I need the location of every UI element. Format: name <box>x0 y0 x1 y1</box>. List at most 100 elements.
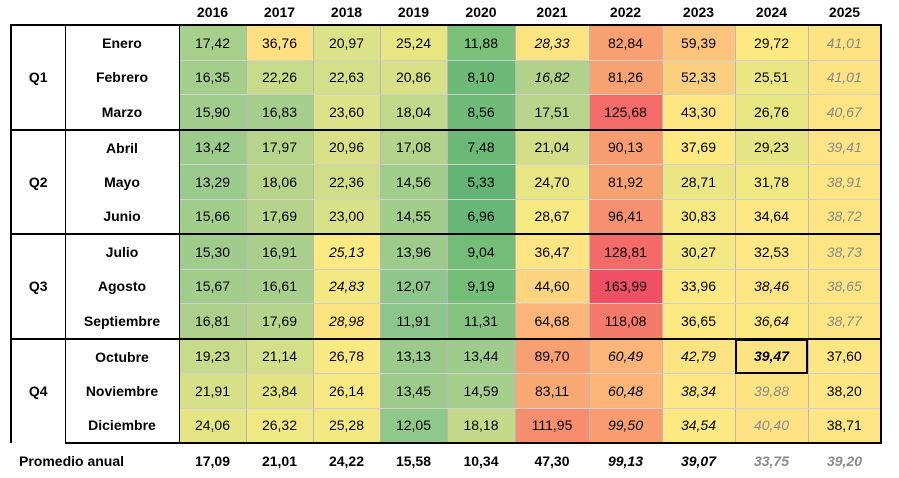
year-header: 2023 <box>682 4 715 20</box>
table-row: Noviembre 21,91 23,84 26,14 13,45 14,59 83,11 6… <box>11 373 882 409</box>
value-cell: 28,33 <box>515 24 590 61</box>
value-cell: 52,33 <box>662 60 736 95</box>
value-cell: 37,60 <box>808 337 882 374</box>
annual-average-cell: 39,20 <box>826 453 863 469</box>
table-row: Q3 Julio 15,30 16,91 25,13 13,96 9,04 36,47 128,… <box>10 233 882 339</box>
value-cell: 82,84 <box>589 24 663 61</box>
value-cell: 60,49 <box>589 337 663 374</box>
value-cell: 16,83 <box>246 94 314 130</box>
month-label: Junio <box>65 199 180 234</box>
annual-average-cell: 33,75 <box>753 453 790 469</box>
value-cell: 26,14 <box>313 373 381 409</box>
value-cell: 24,83 <box>313 269 381 304</box>
value-cell: 163,99 <box>589 269 663 304</box>
corner-blank <box>11 0 65 25</box>
value-cell: 26,76 <box>735 94 809 130</box>
value-cell: 18,06 <box>246 164 314 200</box>
value-cell: 25,28 <box>313 408 381 444</box>
value-cell: 81,92 <box>589 164 663 200</box>
value-cell: 81,26 <box>589 60 663 95</box>
value-cell: 41,01 <box>808 24 882 61</box>
month-label: Diciembre <box>65 408 180 444</box>
table-row: Septiembre 16,81 17,69 28,98 11,91 11,31 64,68… <box>11 303 882 339</box>
value-cell: 31,78 <box>735 164 809 200</box>
value-cell: 25,13 <box>313 233 381 270</box>
value-cell: 24,06 <box>179 408 247 444</box>
value-cell: 17,51 <box>515 94 590 130</box>
month-label: Octubre <box>65 337 180 374</box>
value-cell: 25,51 <box>735 60 809 95</box>
value-cell: 83,11 <box>515 373 590 409</box>
table-row: Q1 Enero 17,42 36,76 20,97 25,24 11,88 28,33 82,… <box>10 24 882 130</box>
value-cell: 17,69 <box>246 199 314 235</box>
value-cell: 34,54 <box>662 408 736 444</box>
value-cell: 5,33 <box>447 164 516 200</box>
value-cell: 21,14 <box>246 337 314 374</box>
value-cell: 8,10 <box>447 60 516 95</box>
month-label: Marzo <box>65 94 180 130</box>
value-cell: 125,68 <box>589 94 663 130</box>
value-cell: 32,53 <box>735 233 809 270</box>
value-cell: 111,95 <box>515 408 590 444</box>
value-cell: 15,66 <box>179 199 247 235</box>
year-header: 2017 <box>263 4 296 20</box>
month-label: Enero <box>65 24 180 60</box>
value-cell: 17,97 <box>246 128 314 165</box>
value-cell: 96,41 <box>589 199 663 235</box>
value-cell: 20,97 <box>313 24 381 61</box>
quarter-label: Q1 <box>10 24 66 130</box>
value-cell: 64,68 <box>515 303 590 339</box>
value-cell: 38,65 <box>808 269 882 304</box>
table-row: Febrero 16,35 22,26 22,63 20,86 8,10 16,82 81,2… <box>11 60 882 95</box>
value-cell: 14,55 <box>380 199 448 235</box>
heatmap-table: 2016 2017 2018 2019 2020 2021 2022 2023 … <box>10 0 882 478</box>
table-body: Q1 Enero 17,42 36,76 20,97 25,24 11,88 28,33 82,… <box>10 24 882 444</box>
value-cell: 15,90 <box>179 94 247 130</box>
year-header: 2022 <box>609 4 642 20</box>
value-cell: 6,96 <box>447 199 516 235</box>
value-cell: 21,04 <box>515 128 590 165</box>
value-cell: 37,69 <box>662 128 736 165</box>
value-cell: 17,08 <box>380 128 448 165</box>
value-cell: 29,23 <box>735 128 809 165</box>
value-cell: 60,48 <box>589 373 663 409</box>
value-cell: 38,34 <box>662 373 736 409</box>
value-cell: 59,39 <box>662 24 736 61</box>
value-cell: 90,13 <box>589 128 663 165</box>
value-cell: 99,50 <box>589 408 663 444</box>
value-cell: 14,56 <box>380 164 448 200</box>
value-cell: 11,88 <box>447 24 516 61</box>
value-cell: 38,46 <box>735 269 809 304</box>
value-cell: 39,41 <box>808 128 882 165</box>
value-cell: 13,45 <box>380 373 448 409</box>
value-cell: 36,76 <box>246 24 314 61</box>
annual-average-cell: 17,09 <box>194 453 231 469</box>
value-cell: 26,32 <box>246 408 314 444</box>
table-row: Diciembre 24,06 26,32 25,28 12,05 18,18 111,95… <box>11 408 882 444</box>
value-cell: 18,18 <box>447 408 516 444</box>
value-cell: 38,71 <box>808 408 882 444</box>
value-cell: 13,42 <box>179 128 247 165</box>
annual-average-cell: 39,07 <box>680 453 717 469</box>
quarter-label: Q2 <box>10 128 66 234</box>
value-cell: 16,91 <box>246 233 314 270</box>
value-cell: 39,88 <box>735 373 809 409</box>
value-cell: 39,47 <box>735 337 809 374</box>
year-header: 2024 <box>755 4 788 20</box>
value-cell: 13,44 <box>447 337 516 374</box>
value-cell: 20,86 <box>380 60 448 95</box>
value-cell: 128,81 <box>589 233 663 270</box>
month-label: Mayo <box>65 164 180 199</box>
value-cell: 28,67 <box>515 199 590 235</box>
value-cell: 9,04 <box>447 233 516 270</box>
year-header: 2019 <box>397 4 430 20</box>
value-cell: 9,19 <box>447 269 516 304</box>
corner-blank-month <box>65 0 179 25</box>
value-cell: 13,13 <box>380 337 448 374</box>
footer-label: Promedio anual <box>19 453 125 469</box>
value-cell: 22,36 <box>313 164 381 200</box>
value-cell: 15,30 <box>179 233 247 270</box>
value-cell: 36,65 <box>662 303 736 339</box>
value-cell: 38,91 <box>808 164 882 200</box>
table-row: Junio 15,66 17,69 23,00 14,55 6,96 28,67 96,41 3… <box>11 199 882 235</box>
